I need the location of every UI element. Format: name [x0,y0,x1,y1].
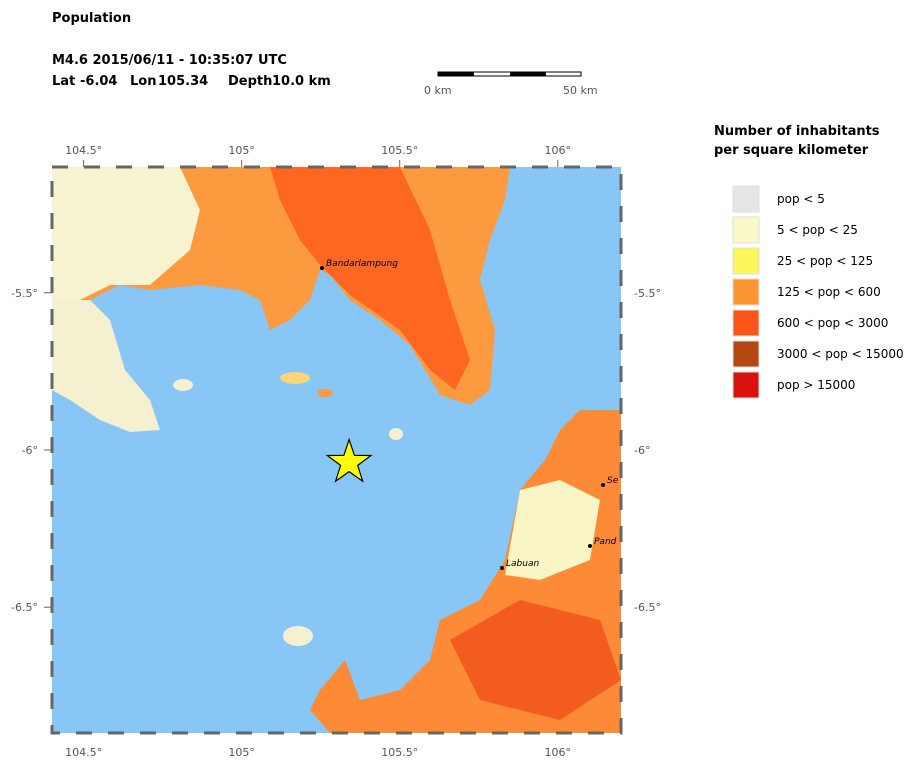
legend-label: pop < 5 [777,192,825,206]
legend-title: Number of inhabitants [714,124,880,139]
legend-label: 125 < pop < 600 [777,285,881,299]
x-tick-label: 105.5° [381,746,418,759]
land-sparse [52,167,200,320]
lon-value: 105.34 [158,74,208,89]
land-java-coast [505,480,600,580]
land-peninsula [52,300,160,432]
island [389,428,403,440]
x-tick-label: 105° [228,144,255,157]
island [280,372,310,384]
epicenter [325,437,373,483]
city-dot [320,266,324,270]
lat-value: -6.04 [80,74,117,89]
city-dot [601,483,605,487]
city-label: Labuan [506,559,539,569]
y-tick-label: -5.5° [11,287,38,300]
land-dense [270,167,470,390]
lat-label: Lat [52,74,75,89]
y-tick-label: -6° [22,444,38,457]
island [283,626,313,646]
x-tick-label: 104.5° [65,746,102,759]
scale-bar: 0 km 50 km [424,71,598,97]
y-tick-label: -6° [634,444,650,457]
legend-swatch [732,185,760,213]
x-tick-label: 105° [228,746,255,759]
x-tick-label: 104.5° [65,144,102,157]
depth-value: 10.0 km [272,74,331,89]
legend-label: 3000 < pop < 15000 [777,347,904,361]
x-tick-label: 105.5° [381,144,418,157]
island [173,379,193,391]
legend-swatch [732,247,760,275]
y-tick-label: -6.5° [11,601,38,614]
location-line: Lat -6.04 Lon 105.34 Depth 10.0 km [52,74,331,89]
legend-label: 25 < pop < 125 [777,254,873,268]
legend-title: per square kilometer [714,143,869,158]
legend-swatch [732,309,760,337]
scale-start: 0 km [424,84,452,97]
title: Population [52,11,131,26]
legend-label: 600 < pop < 3000 [777,316,888,330]
x-tick-label: 106° [545,746,572,759]
land-java-dense [450,600,621,720]
legend-swatch [732,216,760,244]
city-dot [588,544,592,548]
event-line: M4.6 2015/06/11 - 10:35:07 UTC [52,53,287,68]
city-label: Pand [594,537,617,547]
city-dot [500,566,504,570]
scale-end: 50 km [563,84,598,97]
island [317,389,333,397]
y-tick-label: -6.5° [634,601,661,614]
map: Bandarlampung Labuan Pand Se [50,165,623,735]
legend-label: pop > 15000 [777,378,855,392]
legend-swatch [732,340,760,368]
legend-swatch [732,371,760,399]
city-label: Bandarlampung [326,259,398,269]
depth-label: Depth [228,74,272,89]
lon-label: Lon [130,74,156,89]
legend-swatch [732,278,760,306]
x-tick-label: 106° [545,144,572,157]
legend-label: 5 < pop < 25 [777,223,858,237]
city-label: Se [607,476,619,486]
y-tick-label: -5.5° [634,287,661,300]
